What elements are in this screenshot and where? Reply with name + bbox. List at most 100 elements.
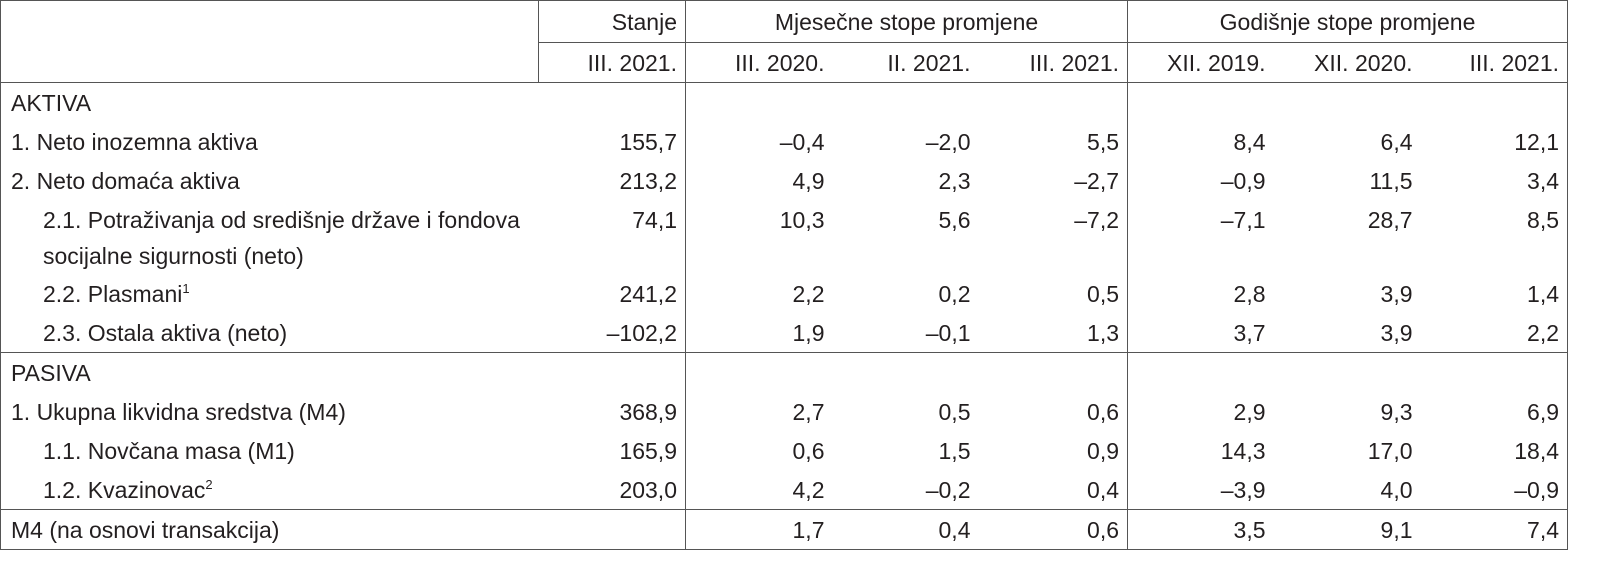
value-cell: 9,3 [1380,399,1413,425]
value-cell: 3,9 [1380,281,1413,307]
cell [685,352,833,392]
value-cell: 4,0 [1273,470,1421,510]
label-text: 2.1. Potraživanja od središnje države i … [43,207,520,269]
value-cell: 12,1 [1514,129,1560,155]
label-text: 2.3. Ostala aktiva (neto) [43,320,288,346]
value-cell: 17,0 [1367,438,1413,464]
table-row: 1.1. Novčana masa (M1) 165,9 0,6 1,5 0,9 14,3… [1,431,1568,470]
value-cell: 155,7 [619,129,677,155]
header-row: Stanje Mjesečne stope promjene Godišnje … [1,0,1568,43]
value-cell: 10,3 [685,200,833,274]
value-cell: 241,2 [619,281,677,307]
value-cell: 6,4 [1380,129,1413,155]
table-row: 1. Neto inozemna aktiva 155,7 –0,4 –2,0 5,5 8… [1,122,1568,161]
table-row: 1. Ukupna likvidna sredstva (M4) 368,9 2,7… [1,392,1568,431]
value-cell: 8,4 [1127,122,1274,161]
header-cell: III. 2021. [538,42,686,83]
row-label: 1.1. Novčana masa (M1) [1,431,539,470]
value-cell: –7,2 [1074,207,1120,233]
cell [1274,353,1421,393]
value-cell: 4,9 [685,161,833,200]
row-label: 2. Neto domaća aktiva [1,161,539,200]
footnote-ref: 2 [205,477,213,492]
label-text: 2.2. Plasmani [43,281,183,307]
row-label: 1. Ukupna likvidna sredstva (M4) [1,392,539,431]
value-cell: 0,5 [1087,281,1120,307]
value-cell: –2,0 [925,129,971,155]
value-cell: 0,6 [1087,399,1120,425]
table-row: M4 (na osnovi transakcija) 1,7 0,4 0,6 3,5 9,… [1,509,1568,550]
value-cell: 0,6 [1087,517,1120,543]
value-cell: 2,8 [1127,274,1274,313]
cell [1421,353,1568,393]
row-label: 2.1. Potraživanja od središnje države i … [1,200,539,274]
table-row: 1.2. Kvazinovac2 203,0 4,2 –0,2 0,4 –3,9 4,0 –0… [0,470,1568,510]
cell [685,82,833,122]
value-cell: 7,4 [1527,517,1560,543]
value-cell: 74,1 [632,207,677,233]
value-cell: 3,4 [1527,168,1560,194]
value-cell: –7,1 [1127,200,1274,274]
header-cell: XII. 2020. [1273,42,1421,83]
label-text: 2. Neto domaća aktiva [11,168,240,194]
cell [1127,82,1274,122]
value-cell: 1,3 [978,313,1128,353]
label-text: 1. Neto inozemna aktiva [11,129,258,155]
value-cell: 368,9 [619,399,677,425]
value-cell: –0,1 [832,313,979,353]
value-cell: 0,9 [1087,438,1120,464]
value-cell: –0,9 [1420,470,1568,510]
value-cell: 0,4 [938,517,971,543]
value-cell: 28,7 [1367,207,1413,233]
label-text: 1.2. Kvazinovac [43,477,206,503]
value-cell: 18,4 [1514,438,1560,464]
label-text: PASIVA [11,360,91,386]
cell [1,1,539,43]
footnote-ref: 1 [182,281,190,296]
row-label: 2.3. Ostala aktiva (neto) [0,313,539,353]
cell [833,353,979,393]
header-cell: Stanje [538,0,686,43]
value-cell: 213,2 [619,168,677,194]
value-cell: –0,2 [832,470,979,510]
value-cell: 0,4 [978,470,1128,510]
row-label: 1. Neto inozemna aktiva [1,122,539,161]
header-cell: III. 2021. [1420,42,1568,83]
table-row: 2.1. Potraživanja od središnje države i … [1,200,1568,274]
cell [1127,352,1274,392]
value-cell: 5,5 [1087,129,1120,155]
value-cell: 9,1 [1380,517,1413,543]
header-cell: III. 2020. [685,42,833,83]
value-cell: –102,2 [538,313,686,353]
row-label: AKTIVA [1,83,539,123]
value-cell: 5,6 [938,207,971,233]
row-label: PASIVA [1,353,539,393]
value-cell: 3,5 [1127,509,1274,550]
label-text: M4 (na osnovi transakcija) [11,517,280,543]
value-cell: 165,9 [619,438,677,464]
table: Stanje Mjesečne stope promjene Godišnje … [0,0,1569,550]
value-cell: 2,2 [1420,313,1568,353]
header-cell: II. 2021. [832,42,979,83]
value-cell: 2,3 [938,168,971,194]
value-cell: 1,5 [938,438,971,464]
row-label: 1.2. Kvazinovac2 [0,470,539,510]
value-cell: –2,7 [1074,168,1120,194]
value-cell: 2,2 [685,274,833,313]
table-row: AKTIVA [1,82,1568,123]
cell [539,83,686,123]
value-cell: –3,9 [1127,470,1274,510]
value-cell: 2,9 [1127,392,1274,431]
value-cell: 14,3 [1127,431,1274,470]
header-cell: III. 2021. [978,42,1128,83]
value-cell: 8,5 [1527,207,1560,233]
value-cell: –0,4 [685,122,833,161]
table-row: PASIVA [1,352,1568,393]
header-cell: Godišnje stope promjene [1127,0,1568,43]
value-cell: 3,7 [1127,313,1274,353]
row-label: M4 (na osnovi transakcija) [1,510,686,550]
table-row: 2. Neto domaća aktiva 213,2 4,9 2,3 –2,7 –0,9… [1,161,1568,200]
value-cell: 11,5 [1369,168,1413,194]
value-cell: 4,2 [685,470,833,510]
